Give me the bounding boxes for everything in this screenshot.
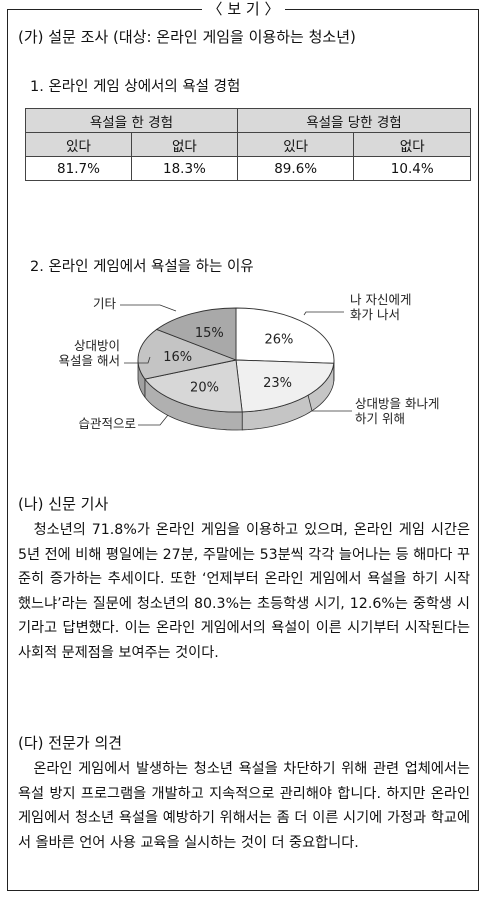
pie-category-label: 습관적으로 (78, 416, 136, 431)
pie-slice (155, 307, 237, 361)
pie-value-label: 26% (264, 333, 293, 348)
survey-q1-title: 1. 온라인 게임 상에서의 욕설 경험 (30, 79, 241, 95)
callout-line (307, 394, 352, 412)
pie-category-label: 하기 위해 (355, 411, 405, 426)
pie-value-label: 20% (190, 380, 219, 395)
table-cell: 10.4% (353, 156, 471, 181)
callout-line (124, 356, 151, 364)
section-c-title: (다) 전문가 의견 (18, 734, 123, 752)
survey-q2-title: 2. 온라인 게임에서 욕설을 하는 이유 (30, 259, 254, 275)
pie-category-label: 기타 (93, 296, 117, 311)
table-cell: 89.6% (236, 156, 355, 181)
table-sub-header: 없다 (130, 132, 238, 157)
news-article-text: 청소년의 71.8%가 온라인 게임을 이용하고 있으며, 온라인 게임 시간은… (18, 522, 470, 661)
pie-value-label: 23% (263, 376, 292, 391)
callout-line (303, 311, 344, 316)
table-group-header: 욕설을 한 경험 (25, 108, 238, 133)
table-sub-header: 있다 (236, 132, 355, 157)
pie-value-label: 16% (163, 350, 192, 365)
pie-slice (144, 359, 243, 413)
survey-table: 욕설을 한 경험 욕설을 당한 경험 있다 없다 있다 없다 81.7% 18.… (25, 108, 472, 181)
table-cell: 18.3% (130, 156, 238, 181)
table-cell: 81.7% (25, 156, 132, 181)
pie-category-label: 나 자신에게 (350, 292, 411, 307)
pie-slice (235, 359, 335, 413)
expert-opinion-text: 온라인 게임에서 발생하는 청소년 욕설을 차단하기 위해 관련 업체에서는 욕… (18, 761, 470, 851)
callout-line (120, 304, 177, 312)
pie-slice (235, 307, 335, 364)
pie-category-label: 화가 나서 (350, 307, 400, 322)
pie-slice (137, 328, 238, 380)
pie-category-label: 상대방이 (74, 338, 120, 353)
box-title: 〈 보 기 〉 (0, 0, 487, 18)
table-sub-header: 있다 (25, 132, 132, 157)
section-a-title: (가) 설문 조사 (대상: 온라인 게임을 이용하는 청소년) (18, 28, 356, 46)
section-b-title: (나) 신문 기사 (18, 495, 109, 513)
table-sub-header: 없다 (353, 132, 471, 157)
table-group-header: 욕설을 당한 경험 (236, 108, 472, 133)
pie-category-label: 욕설을 해서 (59, 353, 120, 368)
callout-line (138, 414, 169, 426)
pie-category-label: 상대방을 화나게 (355, 396, 439, 411)
pie-value-label: 15% (195, 326, 224, 341)
